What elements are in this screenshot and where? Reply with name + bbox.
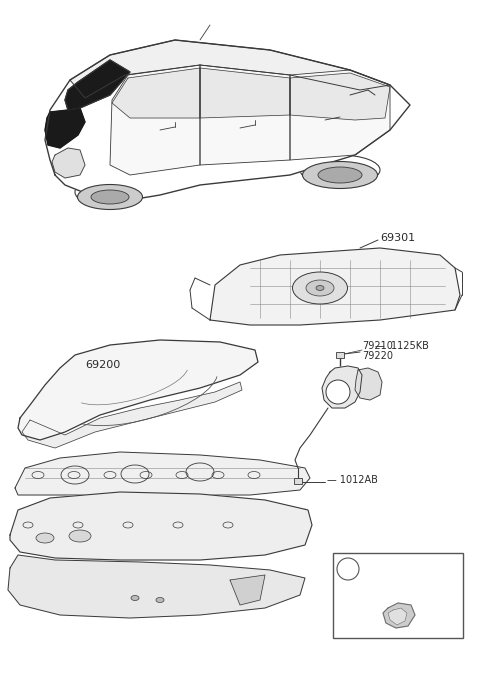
Polygon shape: [10, 492, 312, 560]
Text: 69200: 69200: [85, 360, 120, 370]
Text: 69100: 69100: [68, 535, 103, 545]
Polygon shape: [8, 555, 305, 618]
Text: a: a: [335, 388, 341, 398]
Polygon shape: [230, 575, 265, 605]
Ellipse shape: [69, 530, 91, 542]
Polygon shape: [112, 68, 200, 118]
Circle shape: [326, 380, 350, 404]
Polygon shape: [355, 368, 382, 400]
Polygon shape: [22, 382, 242, 448]
Text: — 1012AB: — 1012AB: [327, 475, 378, 485]
Ellipse shape: [316, 286, 324, 290]
Polygon shape: [45, 40, 410, 200]
Text: 86421: 86421: [393, 562, 433, 576]
Text: a: a: [345, 565, 351, 575]
Ellipse shape: [91, 190, 129, 204]
Polygon shape: [210, 248, 460, 325]
FancyBboxPatch shape: [336, 352, 344, 358]
Polygon shape: [110, 65, 200, 175]
Polygon shape: [290, 70, 390, 160]
Polygon shape: [18, 340, 258, 440]
Polygon shape: [52, 148, 85, 178]
Polygon shape: [383, 603, 415, 628]
Ellipse shape: [302, 161, 377, 188]
Polygon shape: [322, 366, 362, 408]
Text: —  1125KB: — 1125KB: [375, 341, 429, 351]
Polygon shape: [70, 40, 390, 98]
Text: 79210: 79210: [362, 341, 393, 351]
Polygon shape: [200, 65, 290, 165]
Ellipse shape: [292, 272, 348, 304]
Ellipse shape: [156, 597, 164, 603]
Polygon shape: [200, 68, 290, 118]
Ellipse shape: [77, 184, 143, 209]
Text: 69301: 69301: [380, 233, 415, 243]
Polygon shape: [45, 108, 85, 148]
FancyBboxPatch shape: [294, 478, 302, 484]
Circle shape: [337, 558, 359, 580]
Polygon shape: [290, 73, 390, 120]
Polygon shape: [65, 60, 130, 110]
Ellipse shape: [131, 595, 139, 601]
FancyBboxPatch shape: [333, 553, 463, 638]
Ellipse shape: [318, 167, 362, 183]
Polygon shape: [15, 452, 310, 495]
Ellipse shape: [36, 533, 54, 543]
Ellipse shape: [306, 280, 334, 296]
Polygon shape: [388, 608, 407, 625]
Text: 79220: 79220: [362, 351, 393, 361]
